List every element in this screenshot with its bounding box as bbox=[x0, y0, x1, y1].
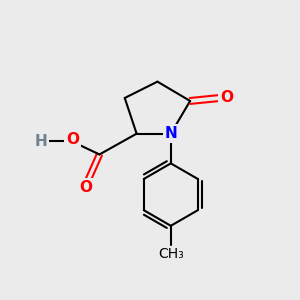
Text: H: H bbox=[34, 134, 47, 148]
Text: CH₃: CH₃ bbox=[158, 247, 184, 261]
Text: O: O bbox=[220, 91, 233, 106]
Text: N: N bbox=[164, 126, 177, 141]
Text: O: O bbox=[80, 180, 93, 195]
Text: O: O bbox=[66, 132, 79, 147]
